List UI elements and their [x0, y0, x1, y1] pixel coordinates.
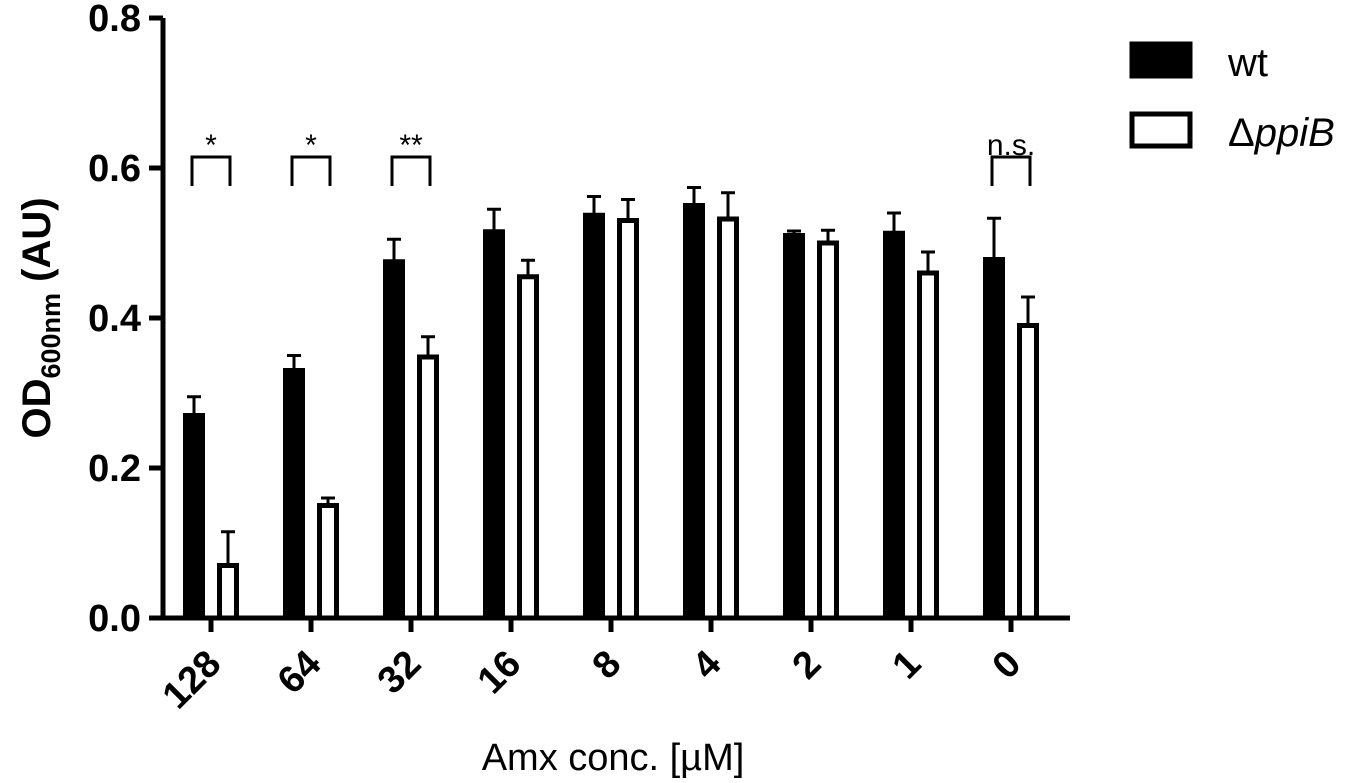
y-tick-label: 0.8	[88, 0, 141, 40]
bar-wt	[883, 230, 905, 621]
bar-ppib	[917, 270, 939, 621]
bar-ppib	[317, 503, 339, 621]
x-tick-label: 128	[155, 643, 230, 718]
significance-label: *	[205, 129, 217, 162]
x-axis: 128 64 32 16 8 4 2 1 0	[155, 615, 1070, 718]
x-tick-label: 16	[470, 643, 530, 703]
bar-ppib	[817, 240, 839, 621]
significance-label: n.s.	[987, 129, 1035, 162]
bar-wt	[383, 259, 405, 621]
y-tick-label: 0.0	[88, 598, 141, 640]
x-tick-label: 32	[370, 643, 430, 703]
significance-bracket	[290, 155, 332, 186]
legend: wt ΔppiB	[1129, 41, 1335, 155]
legend-label-ppib-delta: Δ	[1228, 111, 1255, 155]
bar-wt	[683, 203, 705, 621]
bar-wt	[283, 368, 305, 621]
x-tick-label: 2	[785, 643, 830, 688]
legend-label-wt: wt	[1227, 41, 1268, 85]
x-tick-label: 8	[585, 643, 630, 688]
bars	[183, 203, 1039, 621]
y-tick-label: 0.2	[88, 448, 141, 490]
significance-brackets: * * ** n.s.	[190, 129, 1035, 186]
x-axis-title: Amx conc. [µM]	[482, 737, 745, 779]
bar-ppib	[417, 354, 439, 621]
y-axis-title-unit: (AU)	[15, 197, 59, 293]
significance-bracket	[190, 155, 232, 186]
bar-wt	[183, 413, 205, 621]
y-axis-title: OD600nm (AU)	[15, 197, 66, 438]
bar-wt	[583, 212, 605, 621]
y-tick-label: 0.6	[88, 148, 141, 190]
significance-bracket	[390, 155, 432, 186]
y-tick-label: 0.4	[88, 298, 141, 340]
x-tick-label: 4	[685, 643, 730, 688]
legend-swatch-wt	[1129, 41, 1193, 79]
x-tick-label: 0	[985, 643, 1030, 688]
bar-ppib	[217, 563, 239, 621]
legend-label-ppib-gene: ppiB	[1254, 111, 1335, 155]
y-axis-title-main: OD	[15, 379, 59, 439]
bar-wt	[983, 257, 1005, 621]
significance-label: **	[399, 129, 423, 162]
bar-ppib	[517, 274, 539, 621]
bar-ppib	[1017, 323, 1039, 621]
bar-ppib	[717, 216, 739, 621]
x-tick-label: 64	[270, 643, 330, 703]
legend-swatch-ppib	[1129, 111, 1193, 149]
x-tick-label: 1	[885, 643, 930, 688]
legend-label-ppib: ΔppiB	[1228, 111, 1335, 155]
bar-wt	[783, 233, 805, 621]
significance-label: *	[305, 129, 317, 162]
significance-bracket	[990, 155, 1032, 186]
bar-wt	[483, 229, 505, 621]
error-bars	[187, 186, 1035, 566]
y-axis-title-subscript: 600nm	[36, 293, 66, 379]
bar-ppib	[617, 218, 639, 621]
y-axis: 0.0 0.2 0.4 0.6 0.8	[88, 0, 166, 640]
